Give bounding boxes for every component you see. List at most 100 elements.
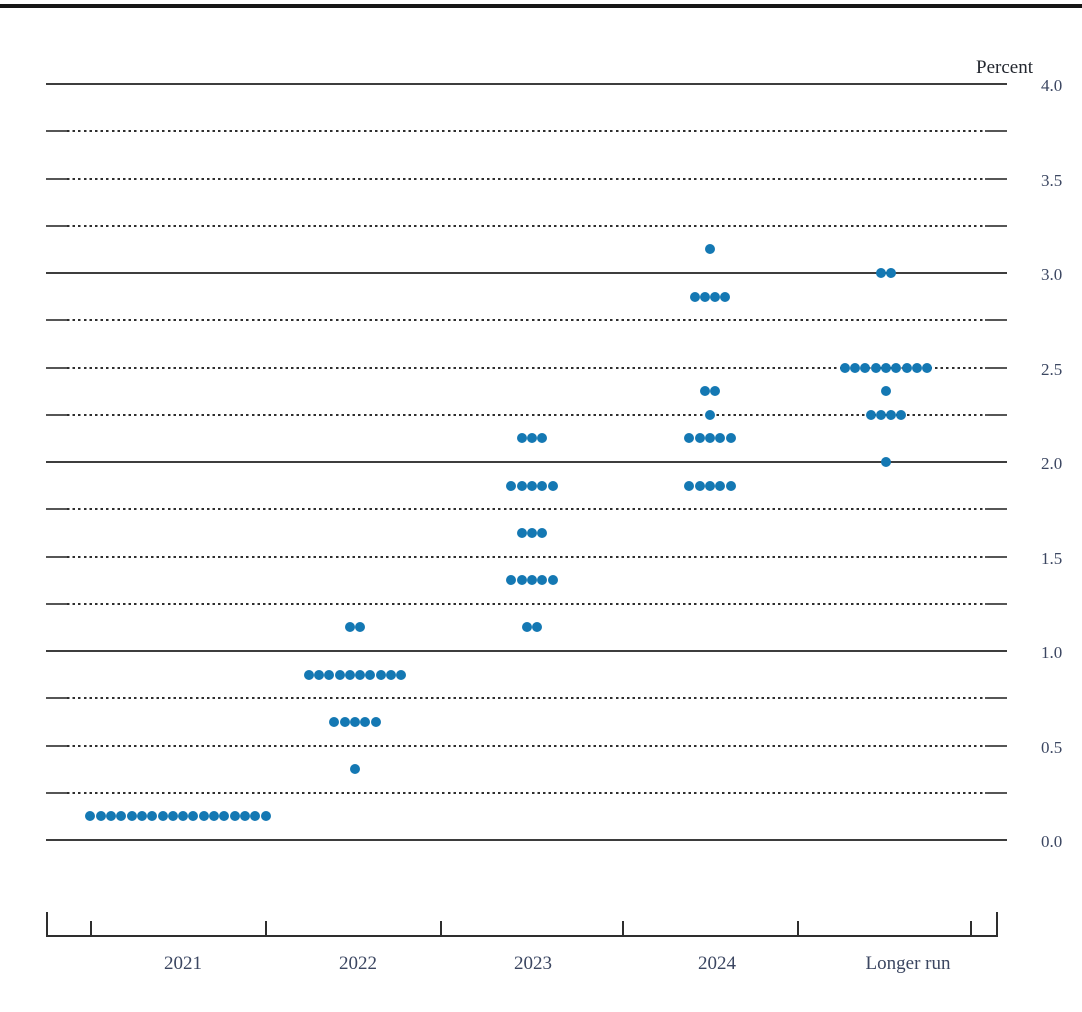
gridline-left-tick [46,224,67,227]
x-axis-category-label: 2022 [339,953,377,974]
projection-dot [527,527,537,538]
projection-dot [209,811,220,822]
gridline-segment [46,461,1007,463]
y-axis-tick-label: 3.5 [1041,170,1063,190]
gridline-left-tick [46,319,67,322]
gridline-segment [67,319,985,322]
y-axis-tick-label: 3.0 [1041,265,1063,284]
projection-dot [705,433,715,444]
gridline-right-tick [985,555,1007,558]
projection-dot [881,386,891,397]
projection-dot [532,622,543,633]
gridline-right-tick [985,224,1007,227]
gridline-left-tick [46,366,67,369]
gridline-left-tick [46,508,67,511]
projection-dot [516,575,527,586]
projection-dot [506,480,517,491]
y-axis-tick-label: 2.0 [1041,454,1063,473]
projection-dot [147,811,158,822]
gridline-dotted [46,744,1007,747]
y-axis-tick-label: 1.5 [1041,548,1063,568]
projection-dot [250,811,261,822]
projection-dot [329,716,340,727]
gridline-right-tick [985,319,1007,322]
projection-dot [684,480,695,491]
projection-dot [901,362,912,373]
gridline-right-tick [985,508,1007,511]
gridline-solid [46,83,1007,85]
projection-dot [126,811,137,822]
projection-dot [365,669,376,680]
x-axis-tick [265,921,267,935]
projection-dot [350,716,360,727]
projection-dot [360,716,371,727]
projection-dot [694,480,705,491]
gridline-dotted [46,791,1007,794]
gridline-segment [67,791,985,794]
gridline-dotted [46,508,1007,511]
projection-dot [881,362,891,373]
projection-dot [516,480,527,491]
projection-dot [355,669,366,680]
gridline-right-tick [985,413,1007,416]
projection-dot [229,811,240,822]
projection-dot [198,811,209,822]
gridline-solid [46,839,1007,841]
gridline-dotted [46,602,1007,605]
projection-dot [684,433,695,444]
projection-dot [516,433,527,444]
x-axis-edge-tick [46,912,48,935]
y-axis-title: Percent [976,57,1033,78]
x-axis-category-label: 2023 [514,953,552,974]
gridline-dotted [46,555,1007,558]
projection-dot [875,409,886,420]
gridline-solid [46,461,1007,463]
projection-dot [396,669,407,680]
projection-dot [699,291,710,302]
gridline-dotted [46,413,1007,416]
gridline-segment [67,602,985,605]
projection-dot [386,669,397,680]
projection-dot [106,811,117,822]
projection-dot [527,575,537,586]
x-axis-baseline [46,935,998,937]
gridline-segment [46,83,1007,85]
projection-dot [344,669,355,680]
gridline-segment [67,413,985,416]
projection-dot [303,669,314,680]
gridline-left-tick [46,130,67,133]
projection-dot [260,811,271,822]
projection-dot [219,811,230,822]
projection-dot [694,433,705,444]
projection-dot [537,527,548,538]
projection-dot [537,575,548,586]
x-axis-category-label: 2021 [164,953,202,974]
y-axis-tick-label: 4.0 [1041,76,1063,95]
projection-dot [839,362,850,373]
projection-dot [699,386,710,397]
projection-dot [705,244,715,255]
projection-dot [516,527,527,538]
y-axis-tick-label: 2.5 [1041,359,1063,379]
gridline-dotted [46,177,1007,180]
gridline-right-tick [985,366,1007,369]
projection-dot [875,268,886,278]
gridline-left-tick [46,602,67,605]
x-axis-category-label: 2024 [698,953,736,974]
gridline-right-tick [985,791,1007,794]
projection-dot [157,811,168,822]
projection-dot [891,362,902,373]
projection-dot [715,433,726,444]
projection-dot [239,811,250,822]
projection-dot [547,575,558,586]
projection-dot [886,268,897,278]
gridline-left-tick [46,177,67,180]
projection-dot [705,480,715,491]
projection-dot [350,764,360,775]
projection-dot [689,291,700,302]
gridline-solid [46,650,1007,652]
gridline-right-tick [985,602,1007,605]
y-axis-tick-label: 0.5 [1041,737,1063,757]
projection-dot [527,480,537,491]
